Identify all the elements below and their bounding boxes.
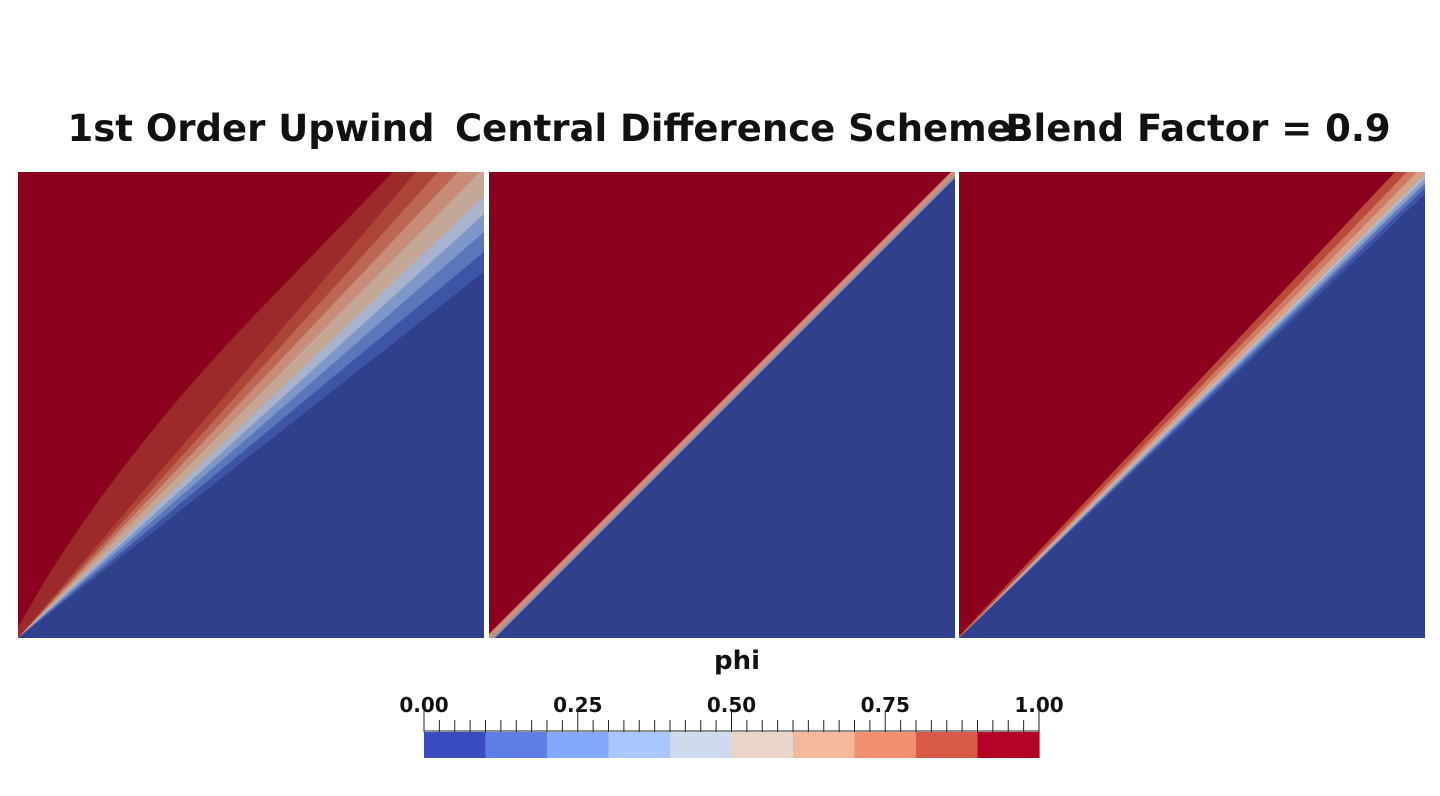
panel-title-blend-factor: Blend Factor = 0.9: [1005, 107, 1391, 150]
colorbar-band: [854, 732, 917, 758]
high-region: [18, 172, 393, 628]
colorbar-band: [485, 732, 548, 758]
high-region: [959, 172, 1395, 636]
colorbar-tick-label: 0.00: [399, 693, 448, 717]
colorbar-band: [424, 732, 487, 758]
colorbar-tick-label: 0.50: [707, 693, 756, 717]
high-region: [489, 172, 951, 634]
colorbar-band: [793, 732, 856, 758]
colorbar-tick-label: 0.25: [553, 693, 602, 717]
central-difference-field-plot: [489, 172, 955, 638]
colorbar: 0.00 0.25 0.50 0.75 1.00: [380, 682, 1080, 772]
panel-title-upwind: 1st Order Upwind: [67, 107, 435, 150]
colorbar-tick-label: 0.75: [861, 693, 910, 717]
colorbar-band: [977, 732, 1040, 758]
colorbar-band: [916, 732, 979, 758]
colorbar-tick-label: 1.00: [1014, 693, 1063, 717]
colorbar-band: [547, 732, 610, 758]
blend-factor-field-plot: [959, 172, 1425, 638]
colorbar-title: phi: [713, 646, 761, 676]
colorbar-band: [731, 732, 794, 758]
colorbar-band: [670, 732, 733, 758]
upwind-field-plot: [18, 172, 484, 638]
colorbar-band: [608, 732, 671, 758]
panel-title-central-difference: Central Difference Scheme: [455, 107, 1012, 150]
